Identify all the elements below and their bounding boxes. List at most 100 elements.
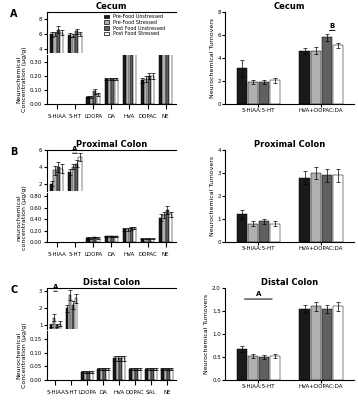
Bar: [270, 80, 280, 104]
Bar: [133, 9, 136, 104]
Bar: [321, 175, 332, 242]
Y-axis label: Neurochemical
Concentration (μg/g): Neurochemical Concentration (μg/g): [16, 47, 27, 112]
Bar: [144, 79, 147, 104]
Legend: Pre-Food Unstressed, Pre-Food Stressed, Post Food Unstressed, Post Food Stressed: Pre-Food Unstressed, Pre-Food Stressed, …: [103, 14, 165, 37]
Bar: [138, 369, 141, 380]
Bar: [97, 369, 100, 380]
Bar: [108, 79, 111, 104]
Bar: [87, 372, 90, 380]
Bar: [248, 82, 258, 104]
Bar: [84, 372, 87, 380]
Bar: [97, 94, 100, 104]
Bar: [78, 34, 82, 78]
Bar: [248, 224, 258, 242]
Bar: [57, 167, 60, 201]
Title: Proximal Colon: Proximal Colon: [254, 140, 325, 149]
Bar: [141, 238, 144, 242]
Y-axis label: neurochemical
concentration (μg/g): neurochemical concentration (μg/g): [16, 185, 27, 250]
Bar: [53, 318, 55, 342]
Bar: [60, 169, 63, 201]
Bar: [130, 6, 133, 104]
Bar: [144, 238, 147, 242]
Bar: [169, 14, 172, 104]
Bar: [166, 14, 169, 104]
Bar: [151, 238, 154, 242]
Text: A: A: [72, 146, 78, 152]
Bar: [50, 184, 53, 201]
Bar: [57, 30, 60, 78]
Bar: [299, 51, 310, 104]
Bar: [159, 14, 162, 104]
Bar: [333, 306, 343, 380]
Bar: [248, 356, 258, 380]
Bar: [129, 369, 132, 380]
Bar: [50, 325, 52, 342]
Bar: [75, 31, 78, 78]
Bar: [86, 238, 90, 242]
Bar: [68, 295, 71, 342]
Bar: [170, 369, 173, 380]
Bar: [237, 349, 247, 380]
Y-axis label: Neurochemical Turnovers: Neurochemical Turnovers: [210, 156, 214, 236]
Bar: [151, 369, 154, 380]
Bar: [163, 215, 165, 242]
Bar: [321, 309, 332, 380]
Bar: [105, 236, 108, 242]
Bar: [68, 35, 71, 78]
Bar: [167, 369, 170, 380]
Bar: [97, 238, 100, 242]
Bar: [82, 372, 84, 380]
Bar: [103, 369, 106, 380]
Bar: [93, 92, 96, 104]
Bar: [259, 82, 269, 104]
Bar: [74, 298, 77, 342]
Bar: [126, 14, 129, 104]
Bar: [123, 229, 126, 242]
Bar: [333, 175, 343, 242]
Bar: [164, 369, 167, 380]
Bar: [135, 369, 138, 380]
Bar: [78, 157, 82, 201]
Bar: [72, 305, 74, 342]
Bar: [90, 238, 93, 242]
Y-axis label: Neurochemical
Concentration (μg/g): Neurochemical Concentration (μg/g): [16, 323, 27, 388]
Bar: [115, 236, 118, 242]
Bar: [133, 228, 136, 242]
Bar: [116, 358, 119, 380]
Bar: [72, 167, 75, 201]
Bar: [237, 214, 247, 242]
Bar: [106, 369, 109, 380]
Bar: [122, 358, 125, 380]
Y-axis label: Neurochemical Turnovers: Neurochemical Turnovers: [210, 18, 214, 98]
Bar: [145, 369, 148, 380]
Bar: [111, 79, 115, 104]
Bar: [115, 79, 118, 104]
Bar: [60, 33, 63, 78]
Bar: [321, 37, 332, 104]
Bar: [108, 236, 111, 242]
Title: Cecum: Cecum: [96, 2, 127, 11]
Bar: [53, 170, 57, 201]
Bar: [148, 369, 151, 380]
Bar: [105, 79, 108, 104]
Bar: [310, 306, 321, 380]
Bar: [154, 369, 157, 380]
Bar: [111, 236, 115, 242]
Title: Proximal Colon: Proximal Colon: [76, 140, 147, 149]
Bar: [161, 369, 164, 380]
Bar: [159, 218, 162, 242]
Bar: [270, 356, 280, 380]
Bar: [299, 178, 310, 242]
Text: A: A: [53, 284, 58, 290]
Bar: [333, 45, 343, 104]
Bar: [93, 238, 96, 242]
Text: C: C: [10, 285, 18, 295]
Bar: [75, 164, 78, 201]
Title: Distal Colon: Distal Colon: [83, 278, 140, 287]
Bar: [270, 224, 280, 242]
Bar: [169, 214, 172, 242]
Bar: [151, 76, 154, 104]
Bar: [72, 36, 75, 78]
Bar: [90, 97, 93, 104]
Bar: [91, 372, 93, 380]
